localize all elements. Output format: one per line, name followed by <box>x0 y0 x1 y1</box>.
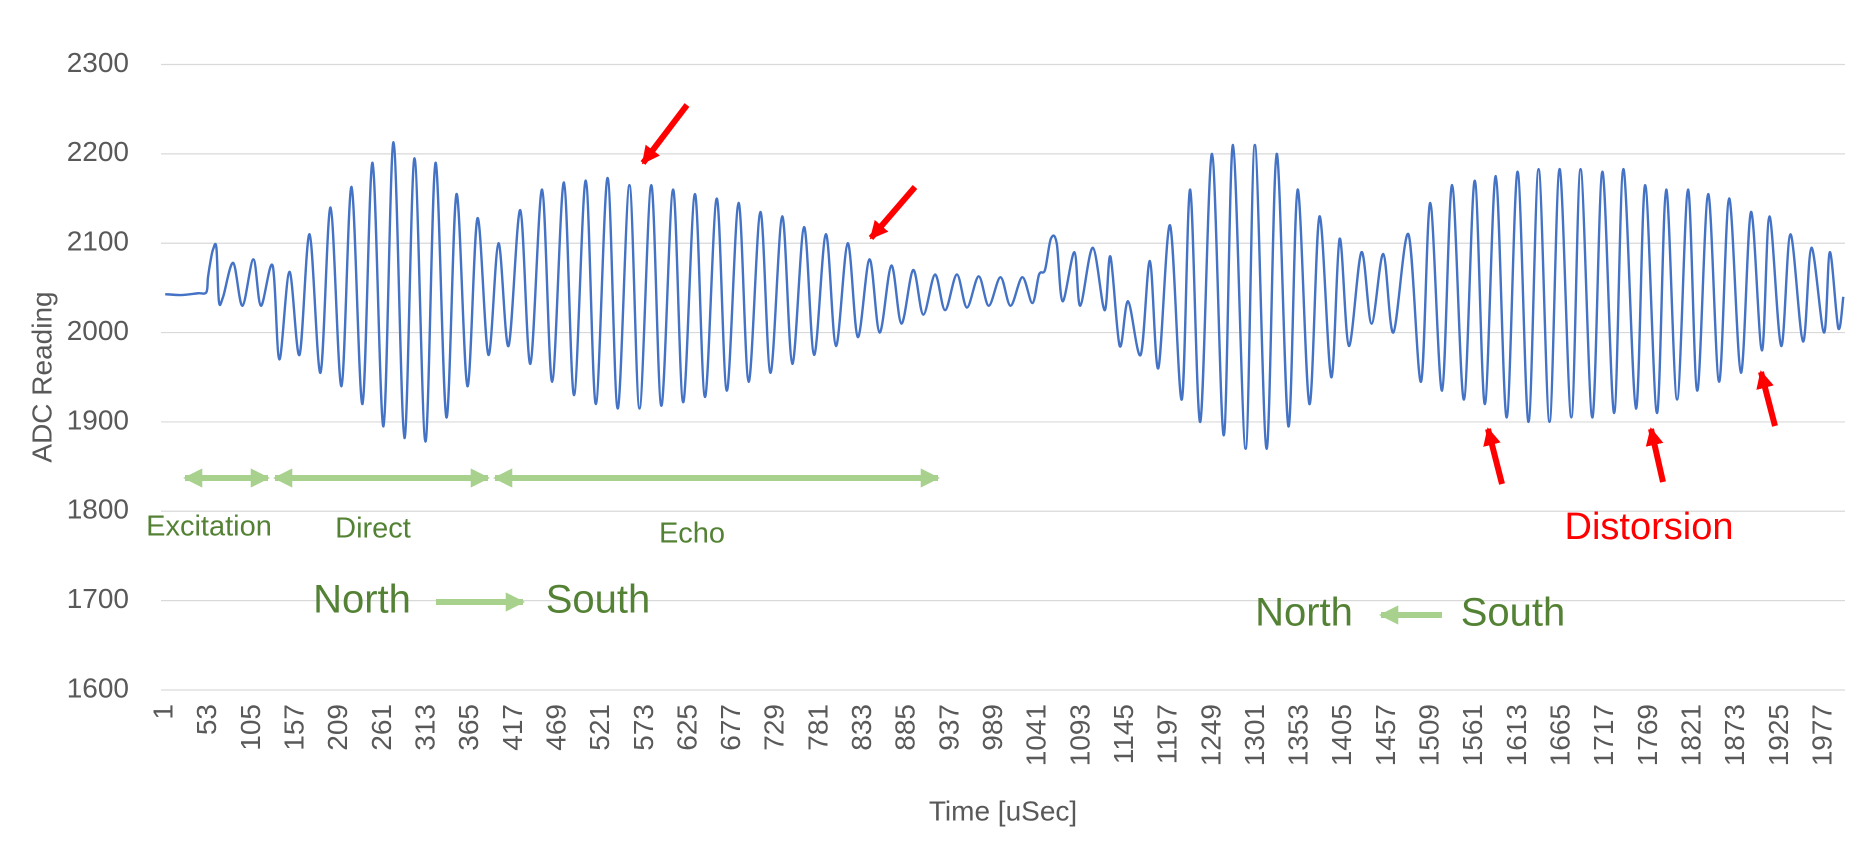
x-tick-label: 833 <box>846 704 877 751</box>
x-tick-label: 989 <box>977 704 1008 751</box>
x-tick-label: 1821 <box>1675 704 1706 766</box>
annotation: North <box>1255 591 1353 635</box>
annotation: Direct <box>335 513 411 545</box>
x-tick-label: 1301 <box>1239 704 1270 766</box>
signal-line <box>165 141 1845 450</box>
x-tick-label: 573 <box>628 704 659 751</box>
x-tick-label: 1353 <box>1283 704 1314 766</box>
x-tick-label: 885 <box>890 704 921 751</box>
annotation: Excitation <box>146 511 272 543</box>
x-tick-label: 677 <box>715 704 746 751</box>
distortion-arrows <box>640 103 1778 485</box>
annotation: North <box>313 578 411 622</box>
x-tick-label: 937 <box>933 704 964 751</box>
x-tick-label: 1249 <box>1195 704 1226 766</box>
y-tick-label: 1900 <box>67 404 129 435</box>
annotation: South <box>546 578 651 622</box>
y-tick-label: 2000 <box>67 315 129 346</box>
x-tick-label: 729 <box>759 704 790 751</box>
y-tick-label: 2100 <box>67 226 129 257</box>
x-tick-label: 1769 <box>1632 704 1663 766</box>
red-arrow <box>868 185 918 240</box>
x-tick-label: 1873 <box>1719 704 1750 766</box>
annotation: Distorsion <box>1565 506 1734 548</box>
x-tick-label: 1 <box>148 704 179 720</box>
x-tick-label: 781 <box>802 704 833 751</box>
red-arrow <box>1483 427 1505 485</box>
annotation: South <box>1461 591 1566 635</box>
x-tick-label: 1665 <box>1544 704 1575 766</box>
x-tick-label: 1925 <box>1763 704 1794 766</box>
y-tick-label: 1600 <box>67 672 129 703</box>
annotation: Echo <box>659 518 725 550</box>
x-tick-label: 209 <box>322 704 353 751</box>
x-tick-label: 521 <box>584 704 615 751</box>
x-tick-label: 1717 <box>1588 704 1619 766</box>
y-tick-label: 2300 <box>67 47 129 78</box>
x-tick-label: 469 <box>540 704 571 751</box>
x-tick-label: 1093 <box>1064 704 1095 766</box>
x-tick-label: 105 <box>235 704 266 751</box>
plot-area <box>165 141 1845 450</box>
x-tick-label: 625 <box>671 704 702 751</box>
x-tick-label: 1613 <box>1501 704 1532 766</box>
x-tick-label: 1457 <box>1370 704 1401 766</box>
y-tick-label: 1800 <box>67 494 129 525</box>
x-tick-label: 365 <box>453 704 484 751</box>
x-tick-label: 1197 <box>1152 704 1183 764</box>
x-tick-label: 417 <box>497 704 528 751</box>
x-axis-title: Time [uSec] <box>929 795 1077 826</box>
x-tick-label: 1405 <box>1326 704 1357 766</box>
x-tick-label: 53 <box>191 704 222 735</box>
y-tick-label: 1700 <box>67 583 129 614</box>
x-tick-label: 1509 <box>1414 704 1445 766</box>
x-tick-label: 157 <box>279 704 310 751</box>
range-arrows <box>183 468 1442 625</box>
x-tick-label: 1145 <box>1108 704 1139 764</box>
x-tick-label: 1561 <box>1457 704 1488 766</box>
x-tick-label: 1041 <box>1021 704 1052 766</box>
red-arrow <box>640 103 690 165</box>
red-arrow <box>1756 370 1778 427</box>
x-tick-label: 1977 <box>1806 704 1837 766</box>
x-tick-label: 261 <box>366 704 397 751</box>
red-arrow <box>1645 427 1666 483</box>
x-tick-label: 313 <box>410 704 441 751</box>
y-axis-title: ADC Reading <box>26 291 57 462</box>
y-tick-label: 2200 <box>67 136 129 167</box>
